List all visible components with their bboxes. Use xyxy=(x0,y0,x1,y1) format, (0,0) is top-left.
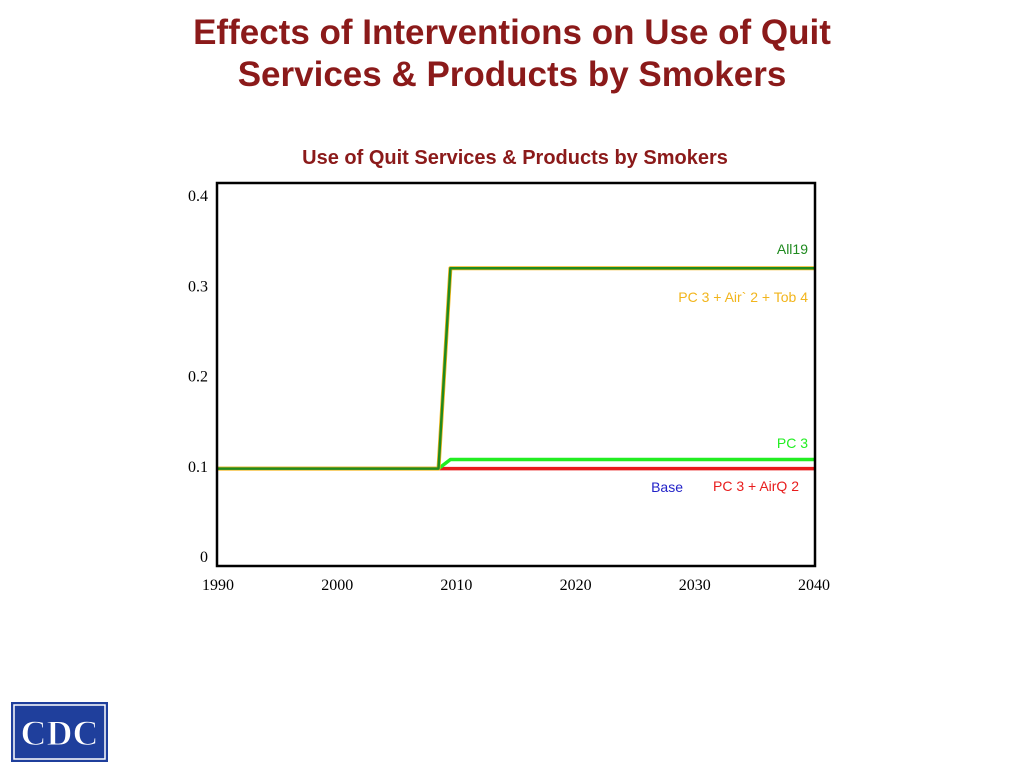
series-label-pc-3-air-2-tob-4: PC 3 + Air` 2 + Tob 4 xyxy=(678,289,808,305)
x-axis-ticks: 1990 2000 2010 2020 2030 2040 xyxy=(202,577,830,594)
x-tick-label: 2040 xyxy=(798,577,830,594)
y-tick-label: 0.4 xyxy=(188,188,208,205)
y-tick-label: 0.3 xyxy=(188,278,208,295)
series-label-all19: All19 xyxy=(777,241,808,257)
x-tick-label: 2020 xyxy=(560,577,592,594)
x-tick-label: 2030 xyxy=(679,577,711,594)
series-label-pc-3: PC 3 xyxy=(777,435,808,451)
cdc-logo: CDC xyxy=(11,702,108,762)
y-tick-label: 0 xyxy=(200,549,208,566)
x-tick-label: 2000 xyxy=(321,577,353,594)
y-tick-label: 0.2 xyxy=(188,369,208,386)
x-tick-label: 1990 xyxy=(202,577,234,594)
series-label-pc-3-airq-2: PC 3 + AirQ 2 xyxy=(713,478,799,494)
slide-title-line-1: Effects of Interventions on Use of Quit xyxy=(193,13,831,52)
slide-title: Effects of Interventions on Use of Quit … xyxy=(0,12,1024,96)
series-label-base: Base xyxy=(651,479,683,495)
plot-frame xyxy=(215,181,817,568)
series-line-all19 xyxy=(218,266,814,470)
chart-title: Use of Quit Services & Products by Smoke… xyxy=(302,147,728,169)
series-labels: All19 PC 3 + Air` 2 + Tob 4 PC 3 PC 3 + Air… xyxy=(651,241,808,495)
series-layer xyxy=(218,266,814,471)
cdc-logo-text: CDC xyxy=(21,713,99,753)
y-tick-label: 0.1 xyxy=(188,459,208,476)
y-axis-ticks: 0 0.1 0.2 0.3 0.4 xyxy=(188,188,208,566)
x-tick-label: 2010 xyxy=(440,577,472,594)
slide-title-line-2: Services & Products by Smokers xyxy=(237,55,787,94)
